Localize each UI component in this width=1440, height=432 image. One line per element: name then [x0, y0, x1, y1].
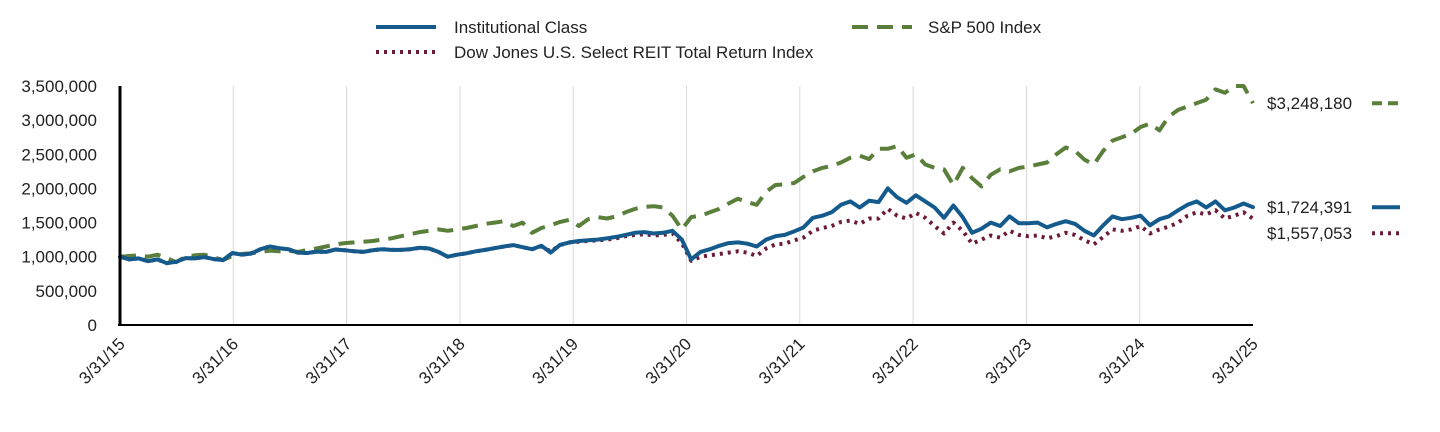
x-tick-label: 3/31/15	[75, 334, 129, 388]
series-line-s-p-500-index	[119, 84, 1255, 265]
y-tick-label: 1,500,000	[21, 214, 97, 233]
y-tick-label: 0	[88, 316, 97, 335]
x-tick-label: 3/31/23	[982, 334, 1036, 388]
x-tick-label: 3/31/18	[415, 334, 469, 388]
x-tick-label: 3/31/25	[1208, 334, 1262, 388]
legend-label-institutional-class: Institutional Class	[454, 18, 587, 37]
series-lines	[118, 84, 1255, 266]
end-labels: $3,248,180 $1,724,391 $1,557,053	[1267, 94, 1400, 243]
legend: Institutional Class S&P 500 Index Dow Jo…	[376, 18, 1042, 62]
x-tick-label: 3/31/24	[1095, 334, 1149, 388]
x-tick-label: 3/31/20	[642, 334, 696, 388]
legend-item-sp500: S&P 500 Index	[852, 18, 1042, 37]
y-tick-label: 3,500,000	[21, 77, 97, 96]
x-tick-label: 3/31/19	[528, 334, 582, 388]
legend-item-reit-index: Dow Jones U.S. Select REIT Total Return …	[376, 43, 814, 62]
x-tick-label: 3/31/17	[302, 334, 356, 388]
legend-item-institutional-class: Institutional Class	[376, 18, 587, 37]
end-label: $1,724,391	[1267, 198, 1352, 217]
series-line-institutional-class	[118, 186, 1255, 266]
y-tick-label: 500,000	[36, 282, 97, 301]
x-tick-label: 3/31/16	[189, 334, 243, 388]
y-tick-label: 2,500,000	[21, 145, 97, 164]
y-axis-ticks: 0 500,000 1,000,000 1,500,000 2,000,000 2,500…	[21, 77, 97, 335]
legend-label-reit-index: Dow Jones U.S. Select REIT Total Return …	[454, 43, 814, 62]
x-tick-label: 3/31/21	[755, 334, 809, 388]
end-label: $1,557,053	[1267, 224, 1352, 243]
y-tick-label: 3,000,000	[21, 111, 97, 130]
grid-lines	[232, 86, 1141, 325]
x-axis-ticks: 3/31/15 3/31/16 3/31/17 3/31/18 3/31/19 3/31/…	[75, 334, 1262, 388]
axes	[118, 86, 1253, 326]
y-tick-label: 2,000,000	[21, 179, 97, 198]
x-tick-label: 3/31/22	[868, 334, 922, 388]
end-label: $3,248,180	[1267, 94, 1352, 113]
y-tick-label: 1,000,000	[21, 248, 97, 267]
legend-label-sp500: S&P 500 Index	[928, 18, 1042, 37]
